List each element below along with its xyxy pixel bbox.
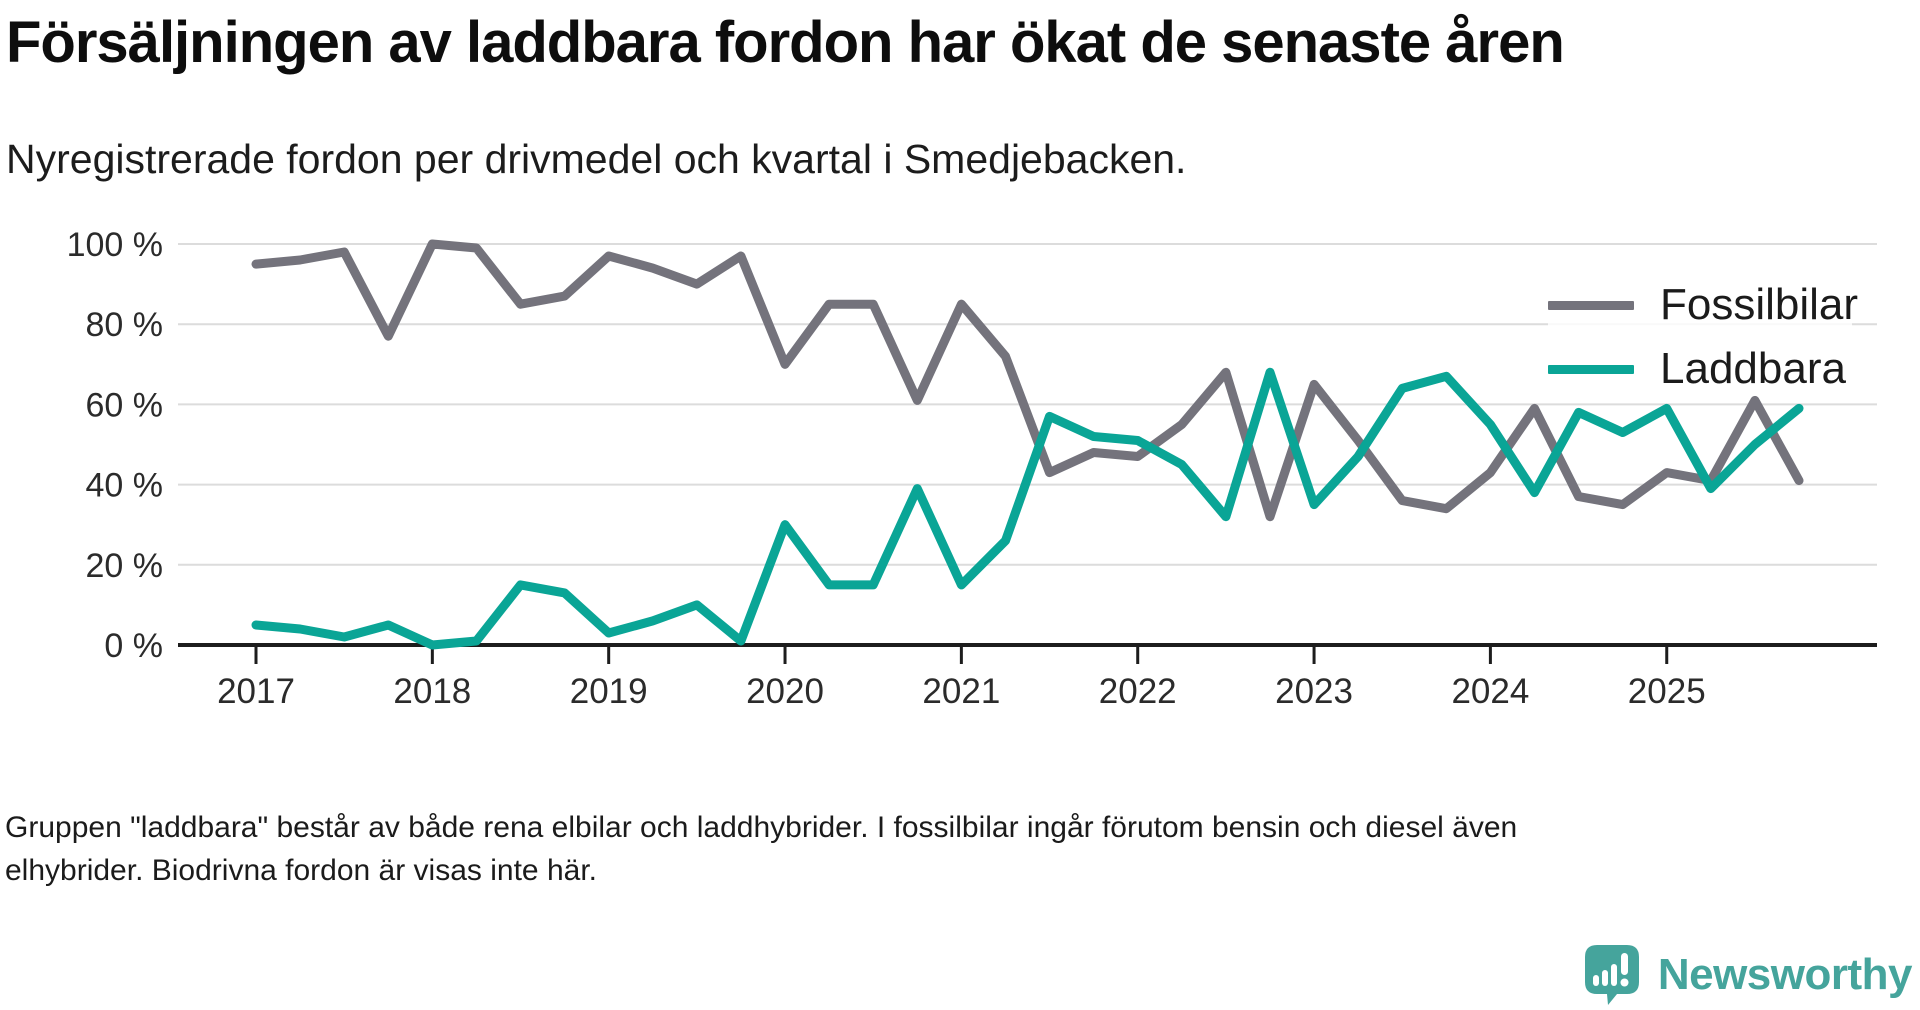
y-axis-label: 60 % (86, 386, 164, 424)
fossilbilar-line (251, 239, 1804, 522)
x-axis-label: 2019 (570, 672, 648, 711)
newsworthy-bubble-icon (1584, 945, 1639, 1005)
legend-label: Laddbara (1660, 344, 1846, 393)
chart-subtitle: Nyregistrerade fordon per drivmedel och … (6, 136, 1187, 182)
x-axis-label: 2025 (1628, 672, 1706, 711)
chart-legend: Fossilbilar Laddbara (1548, 278, 1858, 396)
x-axis-label: 2020 (746, 672, 824, 711)
fossilbilar-swatch-icon (1548, 300, 1634, 310)
y-axis-label: 20 % (86, 547, 164, 585)
x-axis-label: 2021 (922, 672, 1000, 711)
footnote-line1: Gruppen "laddbara" består av både rena e… (5, 811, 1518, 844)
chart-title: Försäljningen av laddbara fordon har öka… (6, 10, 1565, 75)
y-axis-label: 100 % (67, 226, 163, 264)
y-axis-label: 40 % (86, 467, 164, 505)
x-axis-label: 2024 (1451, 672, 1529, 711)
laddbara-swatch-icon (1548, 364, 1634, 374)
legend-label: Fossilbilar (1660, 280, 1859, 329)
y-axis-label: 0 % (104, 627, 163, 665)
legend-item-laddbara: Laddbara (1548, 344, 1852, 394)
legend-item-fossilbilar: Fossilbilar (1548, 280, 1858, 330)
x-axis-label: 2018 (393, 672, 471, 711)
footnote: Gruppen "laddbara" består av både rena e… (5, 806, 1910, 892)
footnote-line2: elhybrider. Biodrivna fordon är visas in… (5, 854, 597, 887)
newsworthy-logo-text: Newsworthy (1657, 950, 1913, 999)
y-axis-label: 80 % (86, 306, 164, 344)
laddbara-line (251, 367, 1804, 650)
newsworthy-logo: Newsworthy (1584, 944, 1913, 1006)
x-axis-label: 2023 (1275, 672, 1353, 711)
x-axis-label: 2022 (1099, 672, 1177, 711)
x-axis-label: 2017 (217, 672, 295, 711)
